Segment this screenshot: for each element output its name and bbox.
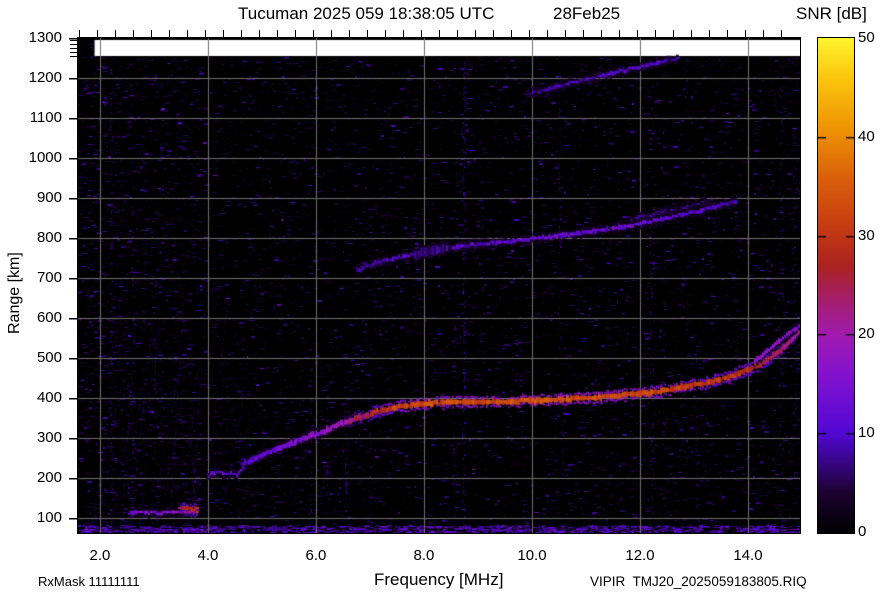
y-tick-label: 1000 <box>28 149 62 166</box>
rx-mask-label: RxMask 11111111 <box>38 574 140 589</box>
y-axis-title: Range [km] <box>6 252 23 334</box>
y-tick-label: 200 <box>36 469 62 486</box>
y-tick-label: 800 <box>36 229 62 246</box>
y-tick-label: 100 <box>36 509 62 526</box>
colorbar-title: SNR [dB] <box>796 4 867 23</box>
x-tick-label: 8.0 <box>413 547 435 564</box>
y-tick-label: 400 <box>36 389 62 406</box>
chart-date: 28Feb25 <box>553 4 621 23</box>
ionogram-plot-area <box>77 37 801 534</box>
chart-title: Tucuman 2025 059 18:38:05 UTC <box>238 4 495 23</box>
y-tick-label: 600 <box>36 309 62 326</box>
y-tick-label: 1100 <box>29 109 62 126</box>
colorbar <box>817 37 855 534</box>
x-tick-label: 10.0 <box>517 547 547 564</box>
colorbar-tick-label: 40 <box>858 127 875 145</box>
colorbar-tick-label: 10 <box>858 424 875 442</box>
y-tick-label: 700 <box>36 269 62 286</box>
colorbar-canvas <box>818 38 854 533</box>
y-tick-label: 500 <box>36 349 62 366</box>
colorbar-tick-label: 50 <box>858 29 875 46</box>
colorbar-tick-label: 0 <box>858 523 867 540</box>
data-file-label: VIPIR TMJ20_2025059183805.RIQ <box>590 574 807 589</box>
y-tick-label: 1200 <box>28 69 62 86</box>
top-axis-minor-ticks <box>79 30 799 38</box>
x-tick-label: 14.0 <box>733 547 763 564</box>
y-tick-label: 300 <box>36 429 62 446</box>
left-axis-minor-ticks <box>70 40 77 58</box>
ionogram-canvas <box>78 38 800 533</box>
left-axis-major-ticks <box>69 38 77 520</box>
x-tick-label: 4.0 <box>197 547 219 564</box>
x-tick-label: 6.0 <box>305 547 327 564</box>
colorbar-tick-label: 20 <box>858 325 875 343</box>
y-tick-label: 900 <box>36 189 62 206</box>
x-tick-label: 2.0 <box>89 547 111 564</box>
x-axis-title: Frequency [MHz] <box>374 570 504 589</box>
x-tick-label: 12.0 <box>625 547 655 564</box>
y-tick-label: 1300 <box>28 29 62 46</box>
colorbar-tick-label: 30 <box>858 226 875 244</box>
